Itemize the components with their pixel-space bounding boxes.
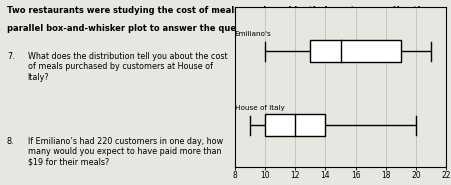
Text: If Emiliano’s had 220 customers in one day, how
many would you expect to have pa: If Emiliano’s had 220 customers in one d… [28,137,223,167]
Text: 7.: 7. [7,52,14,61]
Text: Emiliano's: Emiliano's [235,31,271,37]
Text: House of Italy: House of Italy [235,105,284,111]
Bar [310,40,401,62]
Text: What does the distribution tell you about the cost
of meals purchased by custome: What does the distribution tell you abou… [28,52,227,82]
Text: 8.: 8. [7,137,14,146]
Text: Two restaurants were studying the cost of meals purchased by their customers.  U: Two restaurants were studying the cost o… [7,6,429,15]
Text: parallel box-and-whisker plot to answer the questions.: parallel box-and-whisker plot to answer … [7,24,268,33]
Bar [265,114,325,136]
